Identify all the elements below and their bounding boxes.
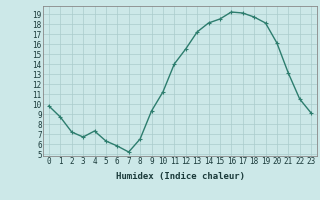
X-axis label: Humidex (Indice chaleur): Humidex (Indice chaleur)	[116, 172, 244, 181]
